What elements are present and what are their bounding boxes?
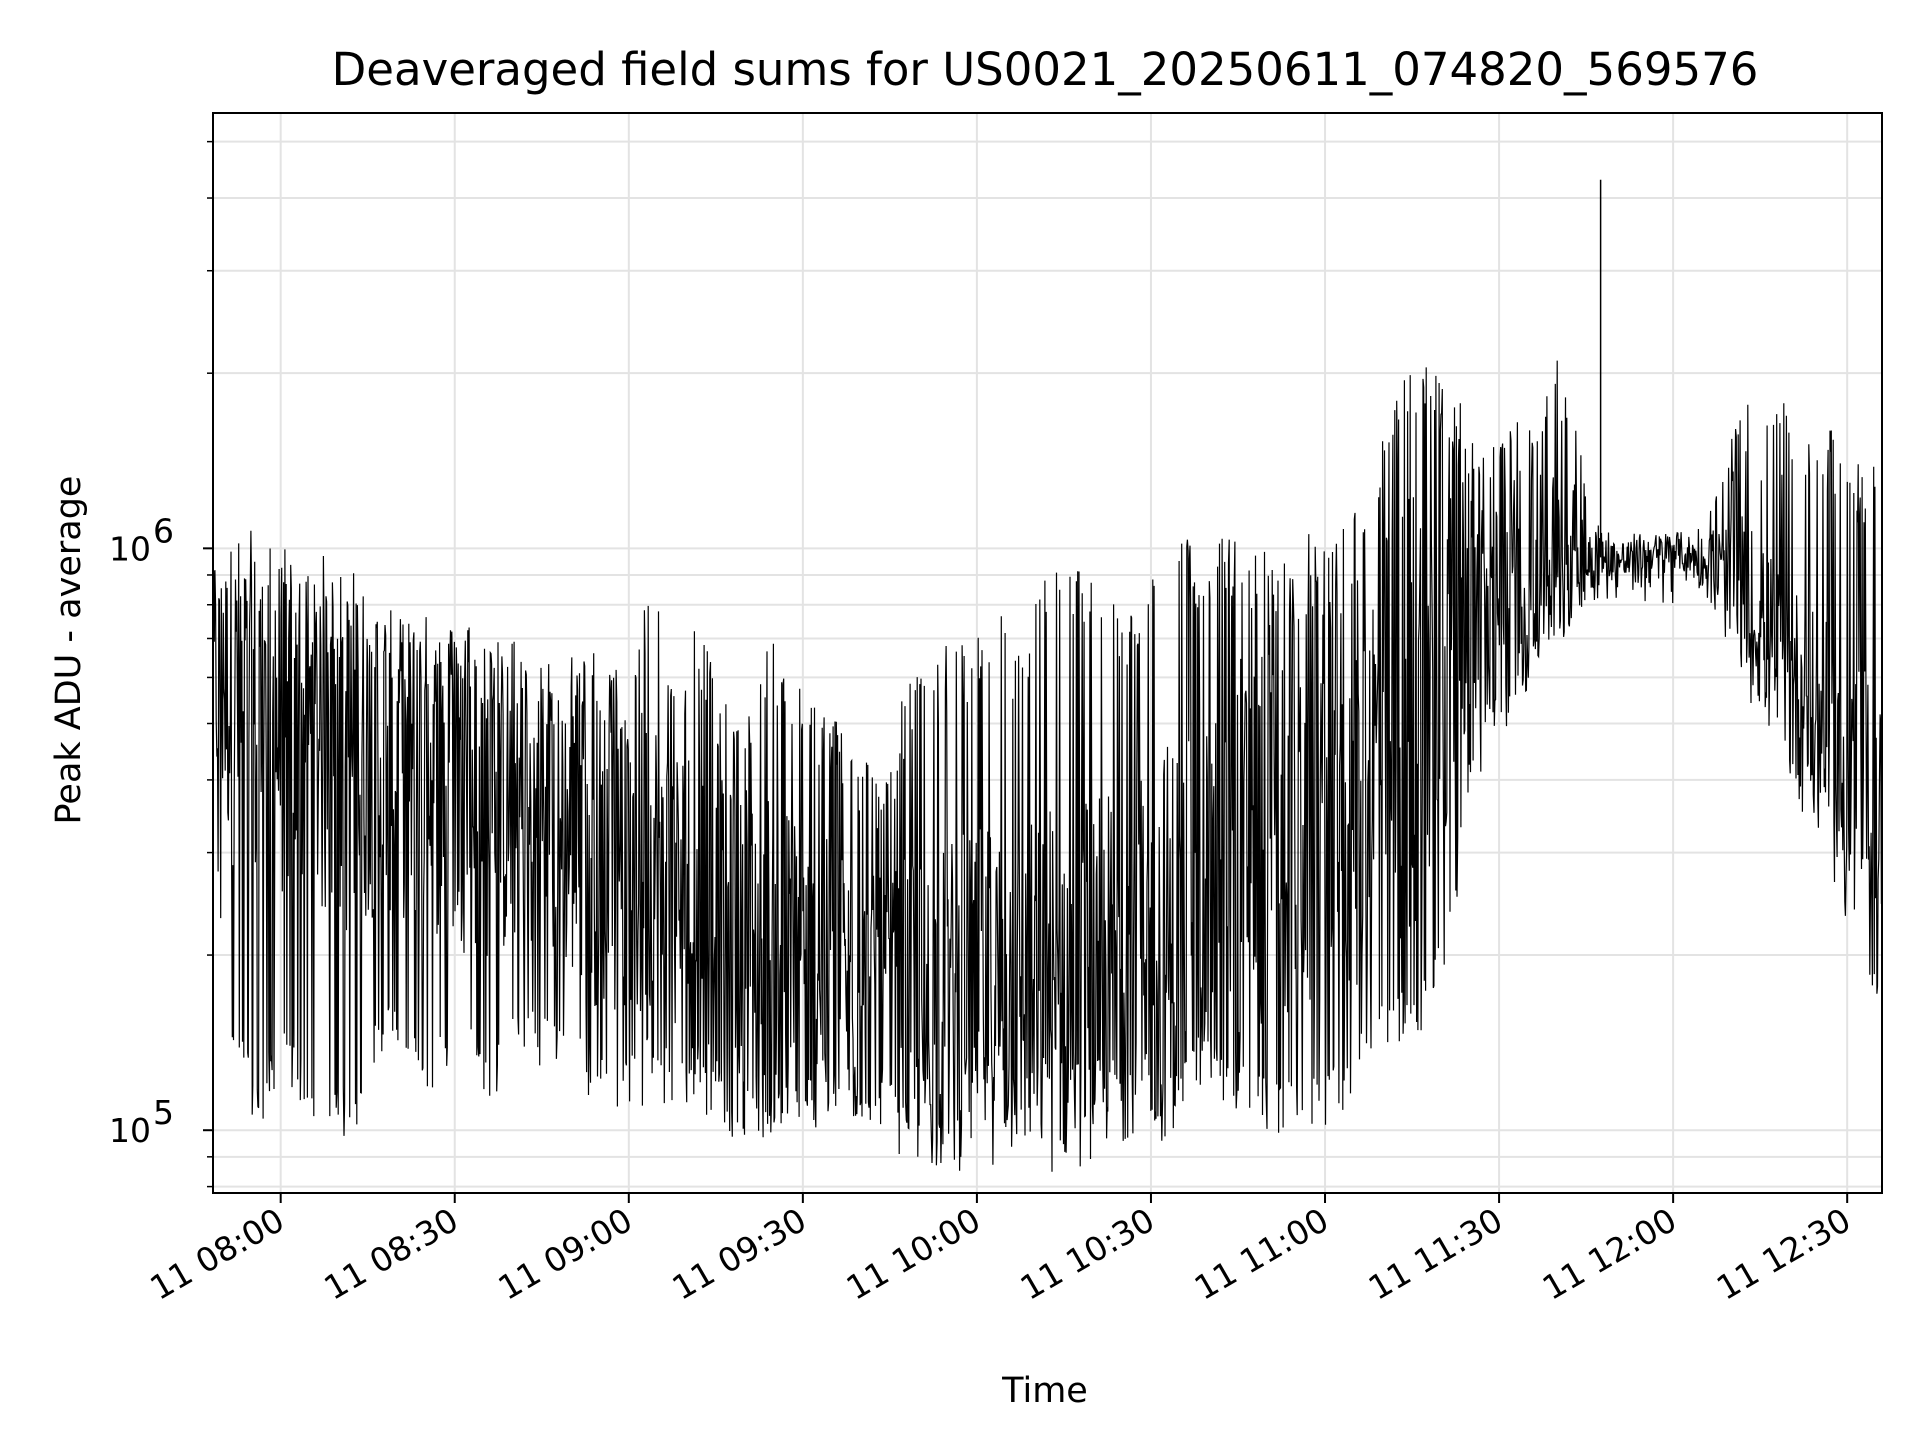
y-tick-label: 10 [109,529,151,568]
x-axis-title: Time [1001,1371,1088,1411]
plot-frame [212,112,1883,1194]
series-layer [212,179,1883,1172]
minor-gridlines [207,140,1882,1188]
y-tick-label: 10 [109,1111,151,1150]
chart-title: Deaveraged field sums for US0021_2025061… [332,43,1759,96]
y-tick-exponent: 6 [153,511,174,550]
series-line [212,360,1883,1172]
y-axis-title: Peak ADU - average [49,476,89,825]
y-tick-exponent: 5 [153,1093,174,1132]
